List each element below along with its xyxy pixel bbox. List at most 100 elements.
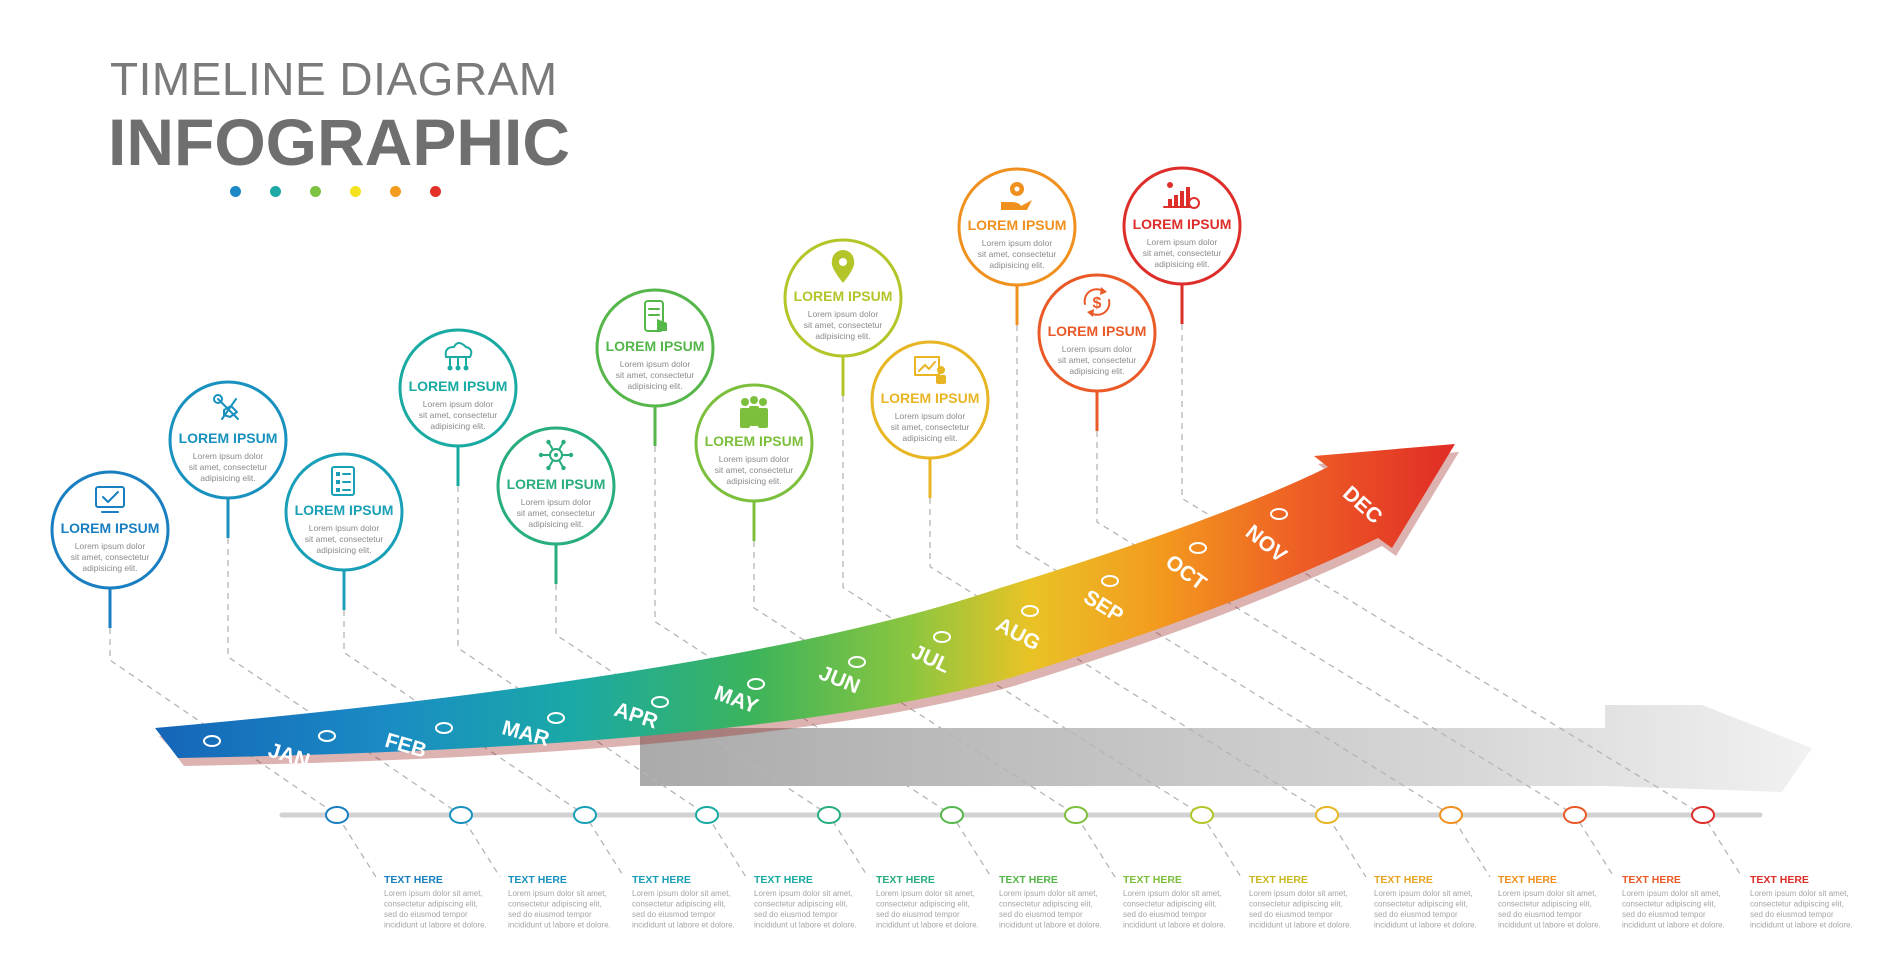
note-text: incididunt ut labore et dolore. (999, 921, 1102, 930)
color-dot (230, 186, 241, 197)
milestone-desc: Lorem ipsum dolor (1147, 237, 1218, 247)
bottom-note: TEXT HERE Lorem ipsum dolor sit amet, cons… (1123, 874, 1226, 930)
note-text: incididunt ut labore et dolore. (1750, 921, 1853, 930)
milestone-title: LOREM IPSUM (705, 433, 804, 449)
note-text: incididunt ut labore et dolore. (876, 921, 979, 930)
note-text: consectetur adipiscing elit, (1249, 900, 1343, 909)
milestone-title: LOREM IPSUM (606, 338, 705, 354)
arrow-ring-marker (1101, 575, 1119, 587)
track-node (1064, 806, 1088, 824)
note-text: consectetur adipiscing elit, (754, 900, 848, 909)
milestone-title: LOREM IPSUM (968, 217, 1067, 233)
note-text: incididunt ut labore et dolore. (508, 921, 611, 930)
milestone-desc: Lorem ipsum dolor (1062, 344, 1133, 354)
bubble-circle (783, 238, 903, 358)
bubble-circle (168, 380, 288, 500)
note-text: Lorem ipsum dolor sit amet, (1123, 889, 1222, 898)
note-text: sed do eiusmod tempor (1498, 910, 1582, 919)
color-dot (310, 186, 321, 197)
bubble-circle (694, 383, 814, 503)
leader-line (753, 541, 1116, 878)
arrow-ring-marker (848, 656, 866, 668)
milestone-desc: sit amet, consectetur (804, 320, 883, 330)
note-text: incididunt ut labore et dolore. (384, 921, 487, 930)
team-icon (740, 396, 768, 428)
note-text: sed do eiusmod tempor (999, 910, 1083, 919)
title-line-1: TIMELINE DIAGRAM (110, 53, 558, 105)
bubble-circle (1037, 273, 1157, 393)
note-title: TEXT HERE (508, 874, 567, 886)
note-text: incididunt ut labore et dolore. (754, 921, 857, 930)
milestone-title: LOREM IPSUM (1048, 323, 1147, 339)
arrow-ring-marker (933, 631, 951, 643)
milestone-desc: adipisicing elit. (430, 421, 485, 431)
track-node (1190, 806, 1214, 824)
checklist-icon (331, 466, 355, 496)
milestone-desc: adipisicing elit. (726, 476, 781, 486)
milestone-title: LOREM IPSUM (61, 520, 160, 536)
note-title: TEXT HERE (999, 874, 1058, 886)
bubble-circle (1122, 166, 1242, 286)
note-text: consectetur adipiscing elit, (508, 900, 602, 909)
milestone-desc: Lorem ipsum dolor (620, 359, 691, 369)
milestone-desc: Lorem ipsum dolor (895, 411, 966, 421)
milestone-desc: sit amet, consectetur (891, 422, 970, 432)
milestone-desc: Lorem ipsum dolor (193, 451, 264, 461)
note-text: Lorem ipsum dolor sit amet, (1249, 889, 1348, 898)
milestone-desc: sit amet, consectetur (1058, 355, 1137, 365)
hand-gear-icon (1001, 182, 1032, 210)
note-text: Lorem ipsum dolor sit amet, (508, 889, 607, 898)
arrow-ring-marker (651, 696, 669, 708)
leader-line (929, 498, 1367, 878)
milestone-desc: sit amet, consectetur (71, 552, 150, 562)
note-text: consectetur adipiscing elit, (632, 900, 726, 909)
note-title: TEXT HERE (1123, 874, 1182, 886)
milestone-desc: sit amet, consectetur (1143, 248, 1222, 258)
milestone-title: LOREM IPSUM (179, 430, 278, 446)
milestone-desc: Lorem ipsum dolor (982, 238, 1053, 248)
milestone-desc: adipisicing elit. (902, 433, 957, 443)
leader-line (842, 396, 1242, 878)
note-text: incididunt ut labore et dolore. (1374, 921, 1477, 930)
bottom-note: TEXT HERE Lorem ipsum dolor sit amet, cons… (999, 874, 1102, 930)
track-node (1691, 806, 1715, 824)
bottom-note: TEXT HERE Lorem ipsum dolor sit amet, cons… (632, 874, 735, 930)
note-text: consectetur adipiscing elit, (1123, 900, 1217, 909)
note-text: Lorem ipsum dolor sit amet, (1498, 889, 1597, 898)
note-text: sed do eiusmod tempor (1374, 910, 1458, 919)
note-text: Lorem ipsum dolor sit amet, (876, 889, 975, 898)
cloud-network-icon (444, 342, 473, 371)
milestone-desc: Lorem ipsum dolor (719, 454, 790, 464)
arrow-ring-marker (435, 722, 453, 734)
bottom-note: TEXT HERE Lorem ipsum dolor sit amet, cons… (1249, 874, 1352, 930)
milestone-desc: adipisicing elit. (82, 563, 137, 573)
monitor-check-icon (95, 486, 125, 513)
bubble-circle (957, 167, 1077, 287)
note-text: incididunt ut labore et dolore. (1498, 921, 1601, 930)
arrow-ring-marker (1270, 508, 1288, 520)
note-text: sed do eiusmod tempor (508, 910, 592, 919)
milestone-desc: sit amet, consectetur (978, 249, 1057, 259)
arrow-ring-marker (203, 735, 221, 747)
bottom-note: TEXT HERE Lorem ipsum dolor sit amet, cons… (754, 874, 857, 930)
leader-line (227, 538, 501, 878)
note-title: TEXT HERE (1750, 874, 1809, 886)
note-title: TEXT HERE (384, 874, 443, 886)
note-text: consectetur adipiscing elit, (1498, 900, 1592, 909)
milestone-title: LOREM IPSUM (794, 288, 893, 304)
note-text: sed do eiusmod tempor (1123, 910, 1207, 919)
milestone-desc: adipisicing elit. (1154, 259, 1209, 269)
arrow-ring-marker (747, 678, 765, 690)
note-text: Lorem ipsum dolor sit amet, (632, 889, 731, 898)
color-dot (430, 186, 441, 197)
note-title: TEXT HERE (632, 874, 691, 886)
color-dot (350, 186, 361, 197)
color-dot (270, 186, 281, 197)
note-title: TEXT HERE (1622, 874, 1681, 886)
